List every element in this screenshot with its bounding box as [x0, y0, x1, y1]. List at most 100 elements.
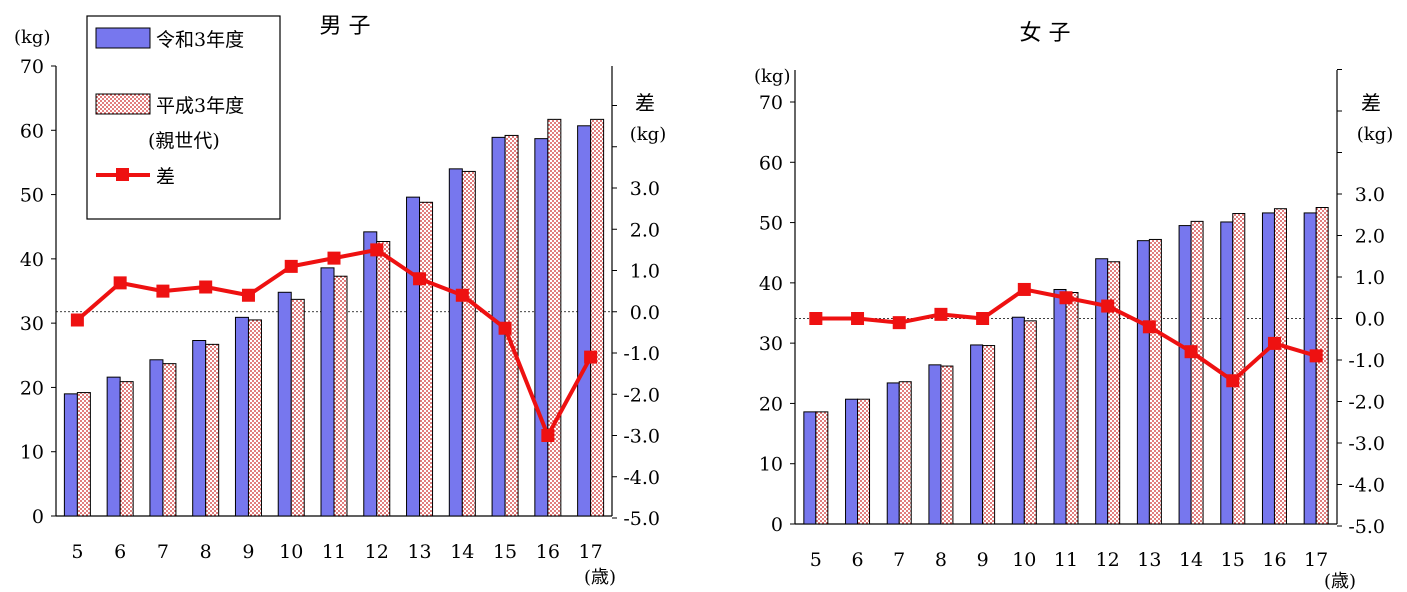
female-y2-tick-label: -3.0 — [1348, 433, 1385, 455]
male-diff-point — [199, 280, 213, 294]
male-y2-tick-label: 0.0 — [630, 302, 660, 324]
female-x-tick-label: 17 — [1304, 549, 1328, 571]
male-bar-current — [63, 393, 78, 517]
male-y2-tick-label: -5.0 — [623, 508, 660, 530]
female-diff-point — [1059, 291, 1073, 305]
female-diff-point — [934, 307, 948, 321]
male-y-tick-label: 0 — [32, 506, 44, 528]
male-bar-current — [149, 359, 164, 517]
male-diff-point — [327, 251, 341, 265]
female-bar-current — [1303, 212, 1317, 525]
male-y2-tick-label: -3.0 — [623, 426, 660, 448]
male-diff-point — [455, 288, 469, 302]
female-x-tick-label: 5 — [810, 549, 822, 571]
male-bar-current — [448, 168, 463, 517]
male-y-tick-label: 70 — [20, 56, 44, 78]
female-y-tick-label: 50 — [759, 213, 783, 235]
legend-label-parent-sub: (親世代) — [148, 130, 220, 152]
female-x-tick-label: 12 — [1096, 549, 1120, 571]
female-x-tick-label: 8 — [935, 549, 947, 571]
male-x-tick-label: 6 — [114, 541, 126, 563]
male-bar-parent — [119, 381, 134, 517]
female-y-tick-label: 0 — [771, 514, 783, 536]
male-bar-current — [406, 196, 421, 517]
male-bar-current — [320, 267, 335, 517]
female-x-tick-label: 15 — [1221, 549, 1245, 571]
male-bar-parent — [290, 298, 305, 517]
female-bar-parent — [1107, 261, 1121, 525]
female-y-tick-label: 40 — [759, 273, 783, 295]
female-bar-parent — [982, 345, 996, 525]
male-bar-current — [234, 316, 249, 517]
female-bar-parent — [1190, 220, 1204, 525]
female-x-tick-label: 9 — [977, 549, 989, 571]
legend-swatch-parent — [95, 93, 151, 115]
male-y-tick-label: 10 — [20, 442, 44, 464]
legend: 令和3年度 平成3年度 (親世代) 差 — [86, 15, 281, 220]
female-y2-tick-label: -4.0 — [1348, 475, 1385, 497]
legend-box — [86, 15, 281, 220]
male-bar-parent — [205, 343, 220, 517]
male-x-tick-label: 9 — [242, 541, 254, 563]
female-bar-parent — [1023, 320, 1037, 525]
female-bar-current — [970, 344, 984, 525]
male-x-tick-label: 11 — [322, 541, 346, 563]
chart-female-y2-title: 差 — [1361, 91, 1381, 115]
female-y-tick-label: 70 — [759, 92, 783, 114]
female-bar-parent — [815, 411, 829, 525]
chart-female: 女 子 (kg) 差 (kg) (歳) 0 10 20 30 40 50 60 70 -5.0 -… — [754, 21, 1393, 592]
female-y-tick-label: 10 — [759, 454, 783, 476]
male-bar-parent — [419, 201, 434, 517]
female-x-tick-label: 7 — [893, 549, 905, 571]
chart-male: 男 子 (kg) 差 (kg) (歳) 0 10 20 30 40 50 60 70 -5.0 -… — [14, 14, 666, 588]
male-diff-point — [241, 288, 255, 302]
female-x-tick-label: 16 — [1262, 549, 1286, 571]
female-x-tick-label: 13 — [1137, 549, 1161, 571]
female-y2-tick-label: 2.0 — [1355, 226, 1385, 248]
male-bar-current — [277, 291, 292, 517]
female-diff-point — [1101, 299, 1115, 313]
chart-female-title: 女 子 — [1020, 21, 1071, 46]
male-x-tick-label: 17 — [579, 541, 603, 563]
female-bar-current — [845, 398, 859, 525]
legend-swatch-diff-marker — [116, 168, 129, 181]
female-diff-point — [809, 312, 823, 325]
female-x-tick-label: 14 — [1179, 549, 1203, 571]
female-x-tick-label: 6 — [851, 549, 863, 571]
female-bar-current — [1011, 316, 1025, 525]
male-bar-current — [534, 138, 549, 517]
female-diff-point — [1142, 320, 1156, 334]
male-bar-parent — [76, 392, 91, 517]
chart-male-marks: 0 10 20 30 40 50 60 70 -5.0 -4.0 -3.0 -2.0 -1.0 0.0 1.… — [20, 56, 660, 563]
legend-label-current: 令和3年度 — [156, 29, 244, 51]
male-x-tick-label: 8 — [200, 541, 212, 563]
female-bar-parent — [940, 365, 954, 525]
male-bar-parent — [333, 275, 348, 517]
chart-female-marks: 0 10 20 30 40 50 60 70 -5.0 -4.0 -3.0 -2.0 -1.0 0.0 1.… — [759, 69, 1385, 571]
chart-male-y2-unit: (kg) — [630, 124, 666, 145]
female-y-tick-label: 20 — [759, 393, 783, 415]
female-bar-current — [1053, 288, 1067, 525]
female-bar-current — [803, 411, 817, 525]
male-bar-parent — [162, 363, 177, 517]
male-y2-tick-label: -2.0 — [623, 384, 660, 406]
female-bar-current — [1136, 240, 1150, 525]
female-y2-tick-label: 0.0 — [1355, 309, 1385, 331]
legend-swatch-current — [95, 27, 151, 49]
male-bar-parent — [590, 118, 605, 517]
female-diff-point — [851, 312, 865, 325]
female-bar-current — [928, 364, 942, 525]
female-y2-tick-label: -2.0 — [1348, 392, 1385, 414]
chart-male-y2-title: 差 — [635, 91, 655, 115]
male-diff-point — [70, 313, 84, 327]
male-x-tick-label: 12 — [365, 541, 389, 563]
male-y-tick-label: 30 — [20, 313, 44, 335]
male-y2-tick-label: -1.0 — [623, 343, 660, 365]
chart-female-y-unit: (kg) — [754, 66, 790, 87]
female-diff-point — [1309, 349, 1323, 363]
chart-male-title: 男 子 — [320, 14, 371, 39]
male-bar-current — [577, 125, 592, 517]
female-y2-tick-label: 3.0 — [1355, 184, 1385, 206]
female-x-tick-label: 11 — [1054, 549, 1078, 571]
